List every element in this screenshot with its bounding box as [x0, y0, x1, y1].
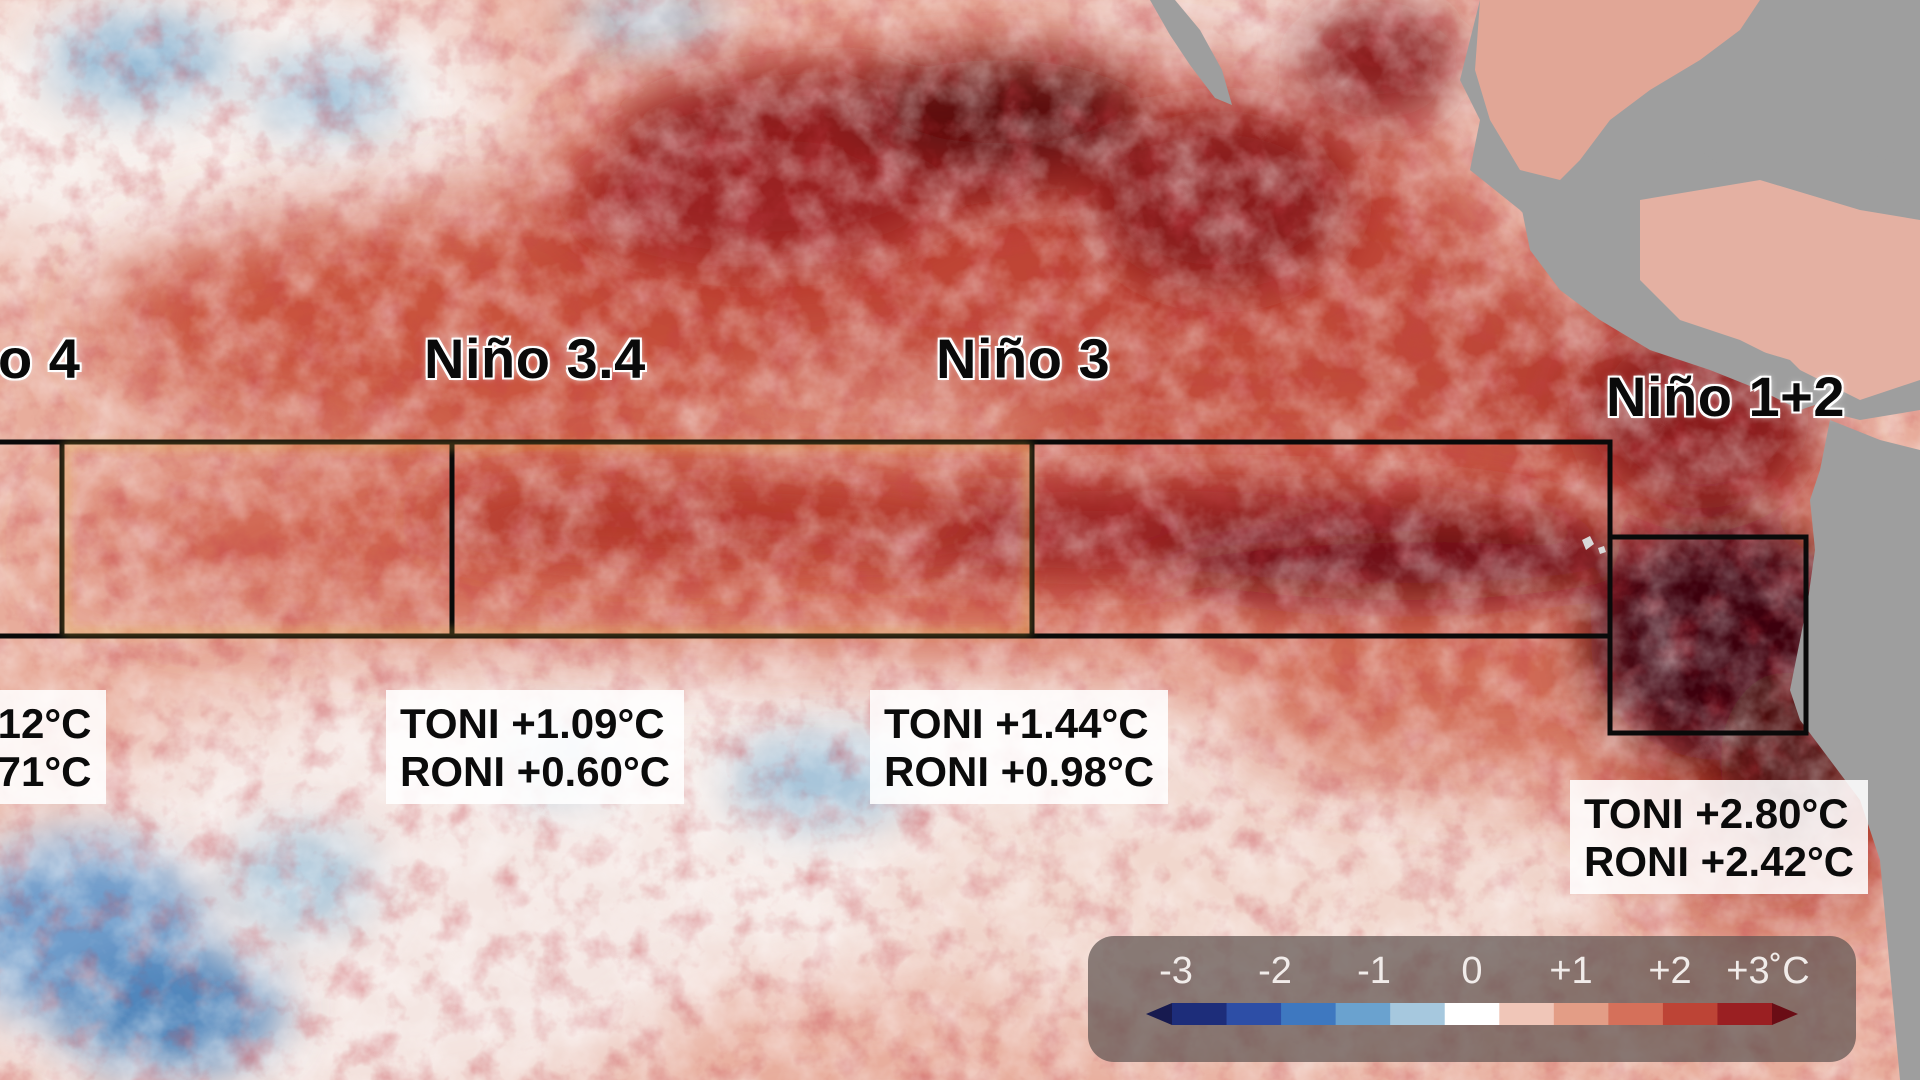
- colorbar-cell: [1281, 1003, 1337, 1025]
- colorbar-arrow-left: [1146, 1003, 1172, 1025]
- colorbar-cell: [1444, 1003, 1500, 1025]
- legend-tick: +3˚C: [1726, 950, 1810, 992]
- value-box-nino4: .12°C .71°C: [0, 690, 106, 804]
- region-label-nino12: Niño 1+2: [1606, 365, 1845, 428]
- toni-value: TONI +2.80°C: [1584, 790, 1849, 837]
- region-label-nino4: o 4: [0, 327, 81, 390]
- legend-tick: -3: [1159, 950, 1193, 992]
- land-baja-peninsula: [1150, 0, 1232, 105]
- legend-tick: +1: [1549, 950, 1593, 992]
- roni-value: .71°C: [0, 748, 92, 795]
- color-scale-legend: -3 -2 -1 0 +1 +2 +3˚C: [1088, 936, 1856, 1062]
- toni-value: TONI +1.09°C: [400, 700, 665, 747]
- land-cuba: [1700, 140, 1900, 172]
- colorbar-cell: [1172, 1003, 1228, 1025]
- colorbar-cell: [1335, 1003, 1391, 1025]
- region-label-nino34: Niño 3.4: [424, 327, 646, 390]
- colorbar-cell: [1226, 1003, 1282, 1025]
- colorbar-cell: [1390, 1003, 1446, 1025]
- land-south-america: [1790, 420, 1920, 1080]
- toni-value: .12°C: [0, 700, 92, 747]
- land-central-america: [1520, 200, 1830, 410]
- nino-region-boxes: [0, 439, 1809, 736]
- galapagos-islands: [1582, 536, 1606, 554]
- toni-value: TONI +1.44°C: [884, 700, 1149, 747]
- caribbean: [1640, 180, 1920, 400]
- legend-tick: -1: [1357, 950, 1391, 992]
- nino12-box: [1607, 534, 1809, 736]
- roni-value: RONI +2.42°C: [1584, 838, 1855, 885]
- roni-value: RONI +0.60°C: [400, 748, 671, 795]
- legend-tick: -2: [1258, 950, 1292, 992]
- roni-value: RONI +0.98°C: [884, 748, 1155, 795]
- nino34-outline: [64, 444, 1030, 634]
- gulf-of-mexico: [1475, 0, 1760, 180]
- legend-tick: +2: [1648, 950, 1692, 992]
- colorbar-cell: [1662, 1003, 1719, 1025]
- colorbar-arrow-right: [1772, 1003, 1798, 1025]
- colorbar-cell: [1608, 1003, 1664, 1025]
- colorbar-cell: [1499, 1003, 1555, 1025]
- colorbar-cell: [1717, 1003, 1773, 1025]
- value-box-nino34: TONI +1.09°C RONI +0.60°C: [386, 690, 685, 804]
- color-bar: [1146, 1003, 1798, 1025]
- value-box-nino12: TONI +2.80°C RONI +2.42°C: [1570, 780, 1869, 894]
- region-label-nino3: Niño 3: [936, 327, 1111, 390]
- colorbar-cell: [1553, 1003, 1609, 1025]
- value-box-nino3: TONI +1.44°C RONI +0.98°C: [870, 690, 1169, 804]
- legend-tick: 0: [1461, 950, 1483, 992]
